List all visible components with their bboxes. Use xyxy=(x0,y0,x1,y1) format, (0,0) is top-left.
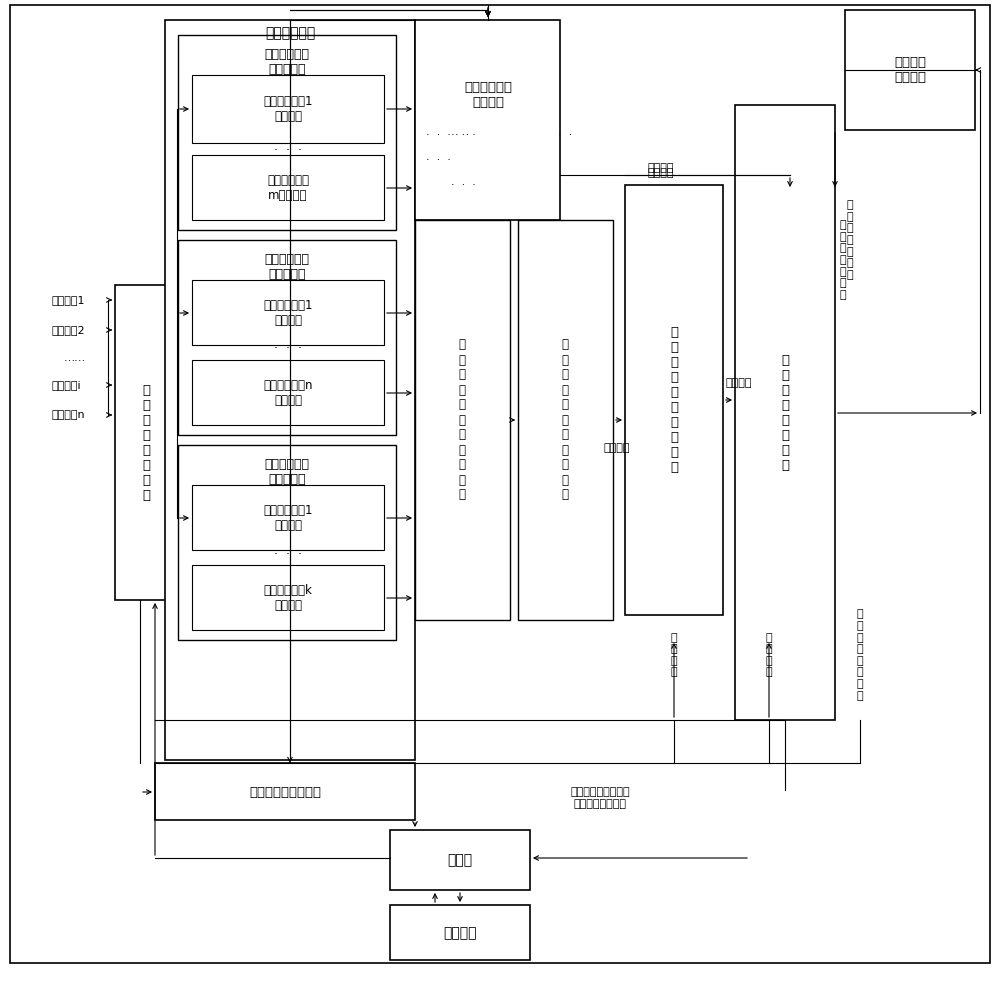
Bar xyxy=(155,763,415,820)
Bar xyxy=(625,185,723,615)
Bar xyxy=(165,20,415,760)
Text: 数据库: 数据库 xyxy=(447,853,473,867)
Text: 所需数据n: 所需数据n xyxy=(52,410,86,420)
Bar xyxy=(390,830,530,890)
Bar xyxy=(192,565,384,630)
Text: 调度方案: 调度方案 xyxy=(726,378,753,388)
Text: 所需数据i: 所需数据i xyxy=(52,380,82,390)
Bar xyxy=(845,10,975,130)
Text: 所需数据1: 所需数据1 xyxy=(52,295,86,305)
Text: 煤气缓冲单元k
预测模型: 煤气缓冲单元k 预测模型 xyxy=(264,584,312,612)
Text: 煤气消耗单元
预测子模块: 煤气消耗单元 预测子模块 xyxy=(264,253,310,281)
Text: ·  ·  ·: · · · xyxy=(451,130,475,140)
Text: 煤气发生单元
预测子模块: 煤气发生单元 预测子模块 xyxy=(264,48,310,76)
Text: ·  ·  ·: · · · xyxy=(426,155,450,165)
Bar xyxy=(415,20,560,220)
Text: ·  ·: · · xyxy=(558,130,572,140)
Text: 煤气缓冲单元1
预测模型: 煤气缓冲单元1 预测模型 xyxy=(263,504,313,532)
Bar xyxy=(192,360,384,425)
Bar xyxy=(178,240,396,435)
Text: 煤气消耗单元1
预测模型: 煤气消耗单元1 预测模型 xyxy=(263,299,313,327)
Bar xyxy=(192,280,384,345)
Text: 专
家
系
统
平
衡
调
度
模
块: 专 家 系 统 平 衡 调 度 模 块 xyxy=(670,326,678,474)
Text: 判断结果: 判断结果 xyxy=(648,168,674,178)
Text: 煤气供需平衡
判断模块: 煤气供需平衡 判断模块 xyxy=(464,81,512,109)
Text: ……: …… xyxy=(64,353,86,363)
Text: 煤气缓冲单元
预测子模块: 煤气缓冲单元 预测子模块 xyxy=(264,458,310,486)
Text: 输
入
数
据
接
口
模
块: 输 入 数 据 接 口 模 块 xyxy=(142,384,150,502)
Text: ·  ·  ·: · · · xyxy=(426,130,450,140)
Bar xyxy=(115,285,177,600)
Text: 修
改
后
调
度
方
案: 修 改 后 调 度 方 案 xyxy=(847,201,853,280)
Text: ·  ·  ·: · · · xyxy=(274,144,302,157)
Text: 修
改
后
调
度
方
案: 修 改 后 调 度 方 案 xyxy=(840,220,847,300)
Text: 预测模型模块: 预测模型模块 xyxy=(265,26,315,40)
Bar xyxy=(390,905,530,960)
Text: 煤
气
不
平
衡
量
计
算
子
模
块: 煤 气 不 平 衡 量 计 算 子 模 块 xyxy=(458,339,466,501)
Text: 预测模型自校正模块: 预测模型自校正模块 xyxy=(249,785,321,798)
Text: 预
测
数
据: 预 测 数 据 xyxy=(766,633,772,677)
Text: 校
正
后
的
模
型
参
数: 校 正 后 的 模 型 参 数 xyxy=(857,610,863,701)
Text: 煤气消耗单元n
预测模型: 煤气消耗单元n 预测模型 xyxy=(263,379,313,407)
Bar xyxy=(735,105,835,720)
Text: ·  ·: · · xyxy=(455,130,469,140)
Text: 判断结果: 判断结果 xyxy=(648,163,674,173)
Text: 预
测
数
据: 预 测 数 据 xyxy=(671,633,677,677)
Text: 煤气发生单元1
预测模型: 煤气发生单元1 预测模型 xyxy=(263,95,313,123)
Bar xyxy=(192,155,384,220)
Bar xyxy=(518,220,613,620)
Text: 实际生产数据、系统
运行所需其他数据: 实际生产数据、系统 运行所需其他数据 xyxy=(570,787,630,809)
Text: ·  ·  ·: · · · xyxy=(274,547,302,560)
Text: ·  ·  ·: · · · xyxy=(451,180,475,190)
Bar xyxy=(192,75,384,143)
Bar xyxy=(192,485,384,550)
Text: ·  ·  ·: · · · xyxy=(274,342,302,355)
Text: 输
出
数
据
接
口
模
块: 输 出 数 据 接 口 模 块 xyxy=(781,354,789,472)
Text: 人机界面: 人机界面 xyxy=(443,926,477,940)
Text: 判断结果: 判断结果 xyxy=(604,443,631,453)
Text: 煤气发生单元
m预测模型: 煤气发生单元 m预测模型 xyxy=(267,174,309,202)
Bar xyxy=(178,445,396,640)
Text: 调度方案
管理模块: 调度方案 管理模块 xyxy=(894,56,926,84)
Text: 煤
气
供
需
状
态
判
断
子
模
块: 煤 气 供 需 状 态 判 断 子 模 块 xyxy=(562,339,568,501)
Bar xyxy=(415,220,510,620)
Bar xyxy=(178,35,396,230)
Text: 所需数据2: 所需数据2 xyxy=(52,325,86,335)
